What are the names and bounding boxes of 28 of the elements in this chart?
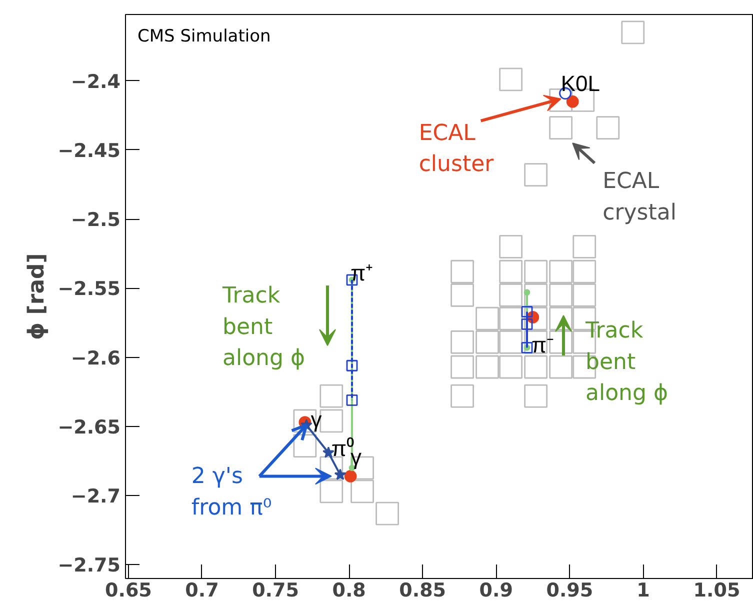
annotation: Track bent along ϕ	[584, 318, 668, 406]
y-tick-label: −2.65	[58, 416, 121, 438]
y-axis-title: ϕ [rad]	[24, 253, 50, 340]
annotation: 2 γ's from π⁰	[191, 464, 272, 520]
x-tick-label: 0.8	[332, 580, 366, 602]
y-tick-label: −2.7	[70, 486, 120, 508]
annotation: K0L	[560, 71, 600, 96]
x-tick-label: 0.9	[479, 580, 513, 602]
y-tick-label: −2.6	[70, 347, 120, 370]
annotation: ECAL crystal	[602, 169, 676, 226]
annotation: Track bent along ϕ	[222, 284, 305, 371]
y-tick-label: −2.55	[58, 278, 121, 300]
x-tick-label: 0.95	[546, 580, 594, 602]
x-tick-label: 1	[636, 580, 650, 602]
y-tick-label: −2.45	[58, 140, 121, 162]
x-tick-label: 0.85	[399, 580, 446, 602]
annotation: ECAL cluster	[418, 120, 495, 178]
x-tick-label: 0.7	[185, 580, 219, 602]
annotation: π⁻	[531, 332, 554, 358]
annotation: π⁺	[350, 260, 373, 286]
x-tick-label: 0.65	[105, 580, 152, 602]
y-tick-label: −2.4	[70, 70, 120, 93]
x-tick-label: 1.05	[693, 580, 740, 602]
annotation: CMS Simulation	[138, 26, 271, 46]
annotation: γ	[310, 406, 322, 432]
y-tick-label: −2.5	[70, 209, 120, 232]
y-tick-label: −2.75	[58, 554, 121, 577]
x-tick-label: 0.75	[252, 580, 299, 602]
